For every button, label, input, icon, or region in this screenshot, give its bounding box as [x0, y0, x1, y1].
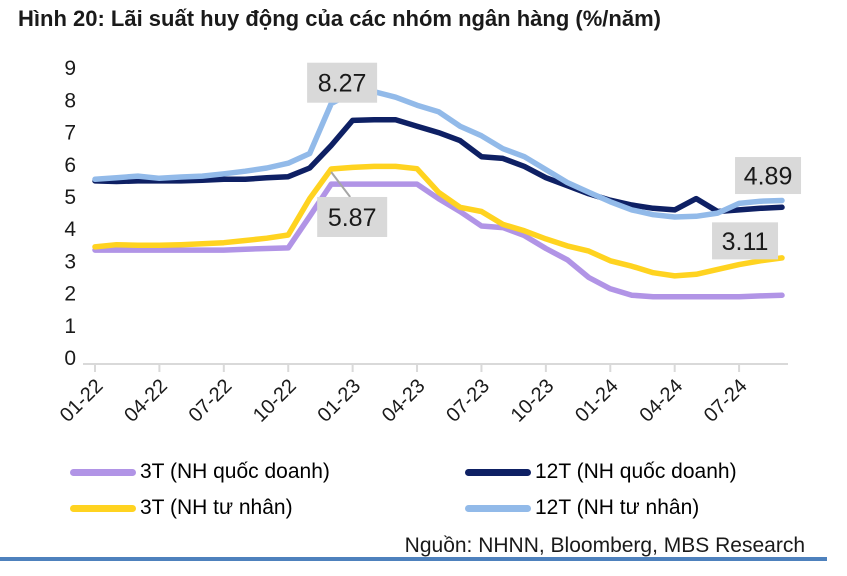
x-tick-label: 04-23: [378, 375, 430, 427]
legend-label: 3T (NH tư nhân): [140, 496, 293, 519]
y-tick-label: 8: [64, 89, 76, 112]
legend-label: 3T (NH quốc doanh): [140, 460, 330, 483]
annotation-value: 4.89: [744, 163, 793, 191]
series-line-3: [92, 88, 785, 220]
chart-title: Hình 20: Lãi suất huy động của các nhóm …: [18, 6, 661, 31]
annotations: 8.27 5.87 4.89 3.11: [307, 62, 802, 260]
legend-item-3t-tu-nhan: 3T (NH tư nhân): [70, 495, 293, 521]
x-tick-label: 04-24: [635, 375, 687, 427]
y-axis: 0 1 2 3 4 5 6 7 8 9: [64, 57, 76, 370]
y-tick-label: 7: [64, 122, 76, 145]
annotation-value: 5.87: [328, 204, 377, 232]
x-tick-label: 01-22: [56, 375, 108, 427]
annotation-value: 3.11: [722, 228, 769, 256]
x-tick-label: 04-22: [120, 375, 172, 427]
y-tick-label: 6: [64, 154, 76, 177]
x-axis: 01-22 04-22 07-22 10-22 01-23 04-23 07-23 10-23…: [56, 363, 788, 427]
annotation-box: [712, 222, 779, 260]
y-tick-label: 3: [64, 250, 76, 273]
x-tick-label: 01-23: [313, 375, 365, 427]
y-tick-label: 0: [64, 347, 76, 370]
y-tick-label: 9: [64, 57, 76, 80]
source-note: Nguồn: NHNN, Bloomberg, MBS Research: [404, 534, 805, 557]
y-tick-label: 4: [64, 218, 76, 241]
legend-label: 12T (NH quốc doanh): [535, 460, 737, 483]
bottom-divider: [0, 557, 827, 561]
annotation-leader: [330, 171, 351, 198]
x-tick-label: 10-23: [507, 375, 559, 427]
legend-label: 12T (NH tư nhân): [535, 496, 700, 519]
legend-swatch-lightblue: [465, 504, 531, 512]
legend-swatch-purple: [70, 468, 136, 476]
legend-item-3t-quoc-doanh: 3T (NH quốc doanh): [70, 459, 330, 485]
legend-swatch-navy: [465, 468, 531, 476]
annotation-box: [307, 62, 378, 103]
series-line-0: [92, 181, 785, 300]
annotation-box: [317, 196, 388, 237]
y-tick-label: 5: [64, 186, 76, 209]
x-tick-label: 07-24: [700, 375, 752, 427]
annotation-box: [735, 157, 802, 195]
y-tick-label: 2: [64, 283, 76, 306]
series-line-1: [92, 163, 785, 279]
series-lines: [92, 88, 785, 300]
legend-item-12t-tu-nhan: 12T (NH tư nhân): [465, 495, 699, 521]
legend-item-12t-quoc-doanh: 12T (NH quốc doanh): [465, 459, 737, 485]
y-tick-label: 1: [64, 315, 76, 338]
series-line-2: [92, 116, 785, 215]
annotation-value: 8.27: [318, 70, 367, 98]
x-tick-label: 01-24: [571, 375, 623, 427]
x-tick-label: 07-23: [442, 375, 494, 427]
legend-swatch-yellow: [70, 504, 136, 512]
x-tick-label: 07-22: [185, 375, 237, 427]
x-tick-label: 10-22: [249, 375, 301, 427]
